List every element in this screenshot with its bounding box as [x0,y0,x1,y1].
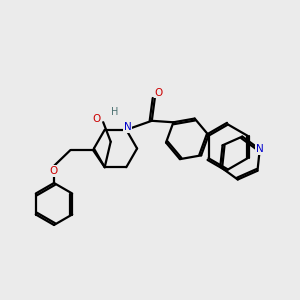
Text: N: N [256,144,264,154]
Text: O: O [154,88,163,98]
Text: O: O [92,114,100,124]
Text: H: H [111,107,118,117]
Text: O: O [50,166,58,176]
Text: N: N [124,122,132,132]
